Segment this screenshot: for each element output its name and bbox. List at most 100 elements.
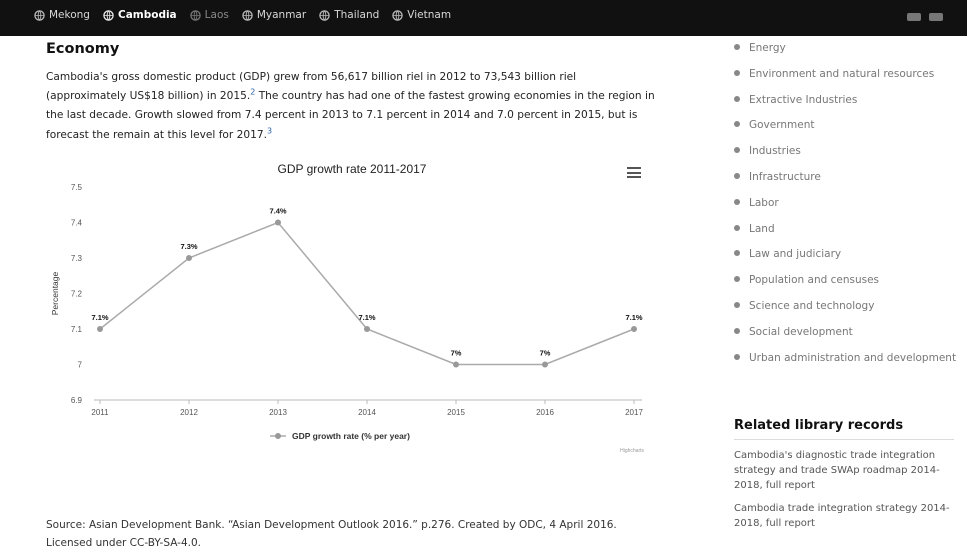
nav-item-label: Mekong [49,9,90,21]
bullet-icon [734,69,740,76]
sidebar-item-label: Government [749,119,815,132]
sidebar-item-label: Land [749,222,775,235]
language-switcher [907,13,943,21]
chart-title: GDP growth rate 2011-2017 [278,162,427,176]
data-label: 7.1% [91,313,108,322]
data-point [97,326,103,332]
source-note: Source: Asian Development Bank. “Asian D… [46,519,617,549]
data-label: 7.4% [269,207,286,216]
sidebar-item-population[interactable]: Population and censuses [732,272,957,288]
paragraph-text: The country has had one of the fastest g… [46,90,655,141]
sidebar-item-label: Labor [749,196,779,209]
footnote-link[interactable]: 2 [250,87,256,97]
sidebar-topics: Energy Environment and natural resources… [732,40,957,375]
x-tick-label: 2012 [180,408,198,417]
x-tick-label: 2011 [91,408,109,417]
y-axis-label: Percentage [50,271,60,315]
nav-item-laos[interactable]: Laos [189,9,229,21]
main-content: Economy Cambodia's gross domestic produc… [46,40,658,145]
legend-marker [275,433,281,439]
economy-paragraph: Cambodia's gross domestic product (GDP) … [46,68,658,145]
bullet-icon [734,121,740,128]
sidebar-item-label: Energy [749,42,786,54]
x-tick-label: 2013 [269,408,287,417]
sidebar-item-law[interactable]: Law and judiciary [732,246,957,262]
chart-credits: Highcharts [620,448,644,454]
data-point [542,361,548,368]
nav-item-mekong[interactable]: Mekong [34,9,90,21]
sidebar-item-label: Environment and natural resources [749,67,935,80]
y-tick-label: 7.4 [71,219,83,228]
globe-icon [319,9,330,21]
gdp-growth-chart: GDP growth rate 2011-2017 6.9 7 7.1 7.2 7.3 7.… [46,152,658,464]
footnote-link[interactable]: 3 [266,126,273,136]
sidebar-item-energy[interactable]: Energy [732,40,957,56]
sidebar-item-label: Industries [749,145,801,158]
y-tick-label: 7.3 [71,254,83,263]
sidebar-item-extractive-industries[interactable]: Extractive Industries [732,92,957,108]
flag-kh-icon[interactable] [929,13,943,21]
related-records: Related library records Cambodia's diagn… [734,418,954,531]
nav-item-myanmar[interactable]: Myanmar [242,9,306,21]
sidebar-item-science[interactable]: Science and technology [732,298,957,314]
sidebar-item-label: Extractive Industries [749,93,858,106]
data-point [453,361,459,368]
nav-item-thailand[interactable]: Thailand [319,9,379,21]
bullet-icon [734,327,740,334]
bullet-icon [734,353,740,360]
globe-icon [242,9,253,21]
sidebar-item-label: Science and technology [749,299,875,312]
paragraph-text: Cambodia's gross domestic product (GDP) … [46,71,577,103]
sidebar-item-land[interactable]: Land [732,221,957,237]
top-navigation-bar: Mekong Cambodia Laos Myanmar Thailand Vi… [0,0,967,36]
chart-menu-icon[interactable] [627,167,641,178]
y-tick-label: 7.5 [71,183,83,192]
flag-uk-icon[interactable] [907,13,921,21]
nav-item-label: Laos [204,9,229,21]
sidebar-item-government[interactable]: Government [732,117,957,133]
globe-icon [392,9,404,21]
sidebar-item-labor[interactable]: Labor [732,195,957,211]
data-label: 7.1% [358,313,375,322]
bullet-icon [734,44,740,50]
nav-item-cambodia[interactable]: Cambodia [103,9,177,21]
legend-label: GDP growth rate (% per year) [292,431,410,441]
y-tick-label: 7.1 [71,325,83,334]
data-point [186,255,192,261]
bullet-icon [734,224,740,231]
data-label: 7.3% [180,242,197,251]
sidebar-item-label: Population and censuses [749,274,880,287]
bullet-icon [734,95,740,102]
nav-item-vietnam[interactable]: Vietnam [392,9,451,21]
sidebar-item-infrastructure[interactable]: Infrastructure [732,169,957,185]
data-point [631,326,637,332]
bullet-icon [734,250,740,257]
data-point [364,326,370,332]
sidebar-item-social-development[interactable]: Social development [732,324,957,340]
bullet-icon [734,172,740,179]
bullet-icon [734,276,740,283]
globe-icon [34,9,45,21]
related-title: Related library records [734,418,954,440]
y-tick-label: 7 [78,361,83,370]
globe-icon [189,9,201,21]
related-link[interactable]: Cambodia's diagnostic trade integration … [734,450,940,491]
data-label: 7% [451,349,462,358]
nav-item-label: Thailand [334,9,380,21]
bullet-icon [734,301,740,308]
sidebar-item-industries[interactable]: Industries [732,143,957,159]
chart-svg: GDP growth rate 2011-2017 6.9 7 7.1 7.2 7.3 7.… [50,162,644,454]
data-label: 7.1% [625,313,642,322]
globe-icon [103,9,114,21]
y-tick-label: 7.2 [71,290,83,299]
sidebar-item-label: Law and judiciary [749,248,842,261]
sidebar-item-environment[interactable]: Environment and natural resources [732,66,957,82]
x-tick-label: 2016 [536,408,554,417]
x-tick-label: 2017 [625,408,643,417]
data-point [275,219,281,226]
sidebar-item-urban-administration[interactable]: Urban administration and development [732,350,957,366]
related-link[interactable]: Cambodia trade integration strategy 2014… [734,503,950,529]
nav-item-label: Myanmar [256,9,307,21]
data-label: 7% [540,349,551,358]
country-nav: Mekong Cambodia Laos Myanmar Thailand Vi… [34,9,451,21]
